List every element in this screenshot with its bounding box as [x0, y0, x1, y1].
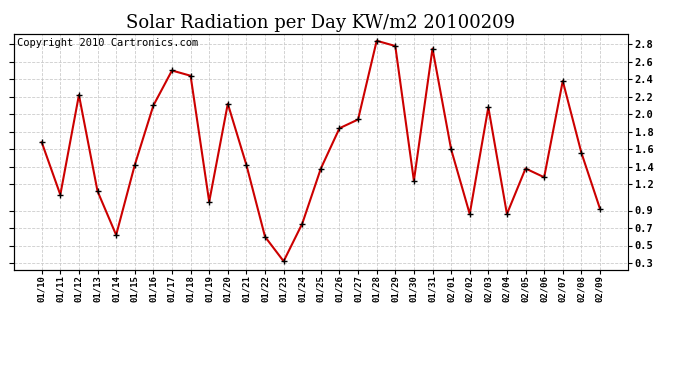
Text: Copyright 2010 Cartronics.com: Copyright 2010 Cartronics.com — [17, 39, 198, 48]
Title: Solar Radiation per Day KW/m2 20100209: Solar Radiation per Day KW/m2 20100209 — [126, 14, 515, 32]
